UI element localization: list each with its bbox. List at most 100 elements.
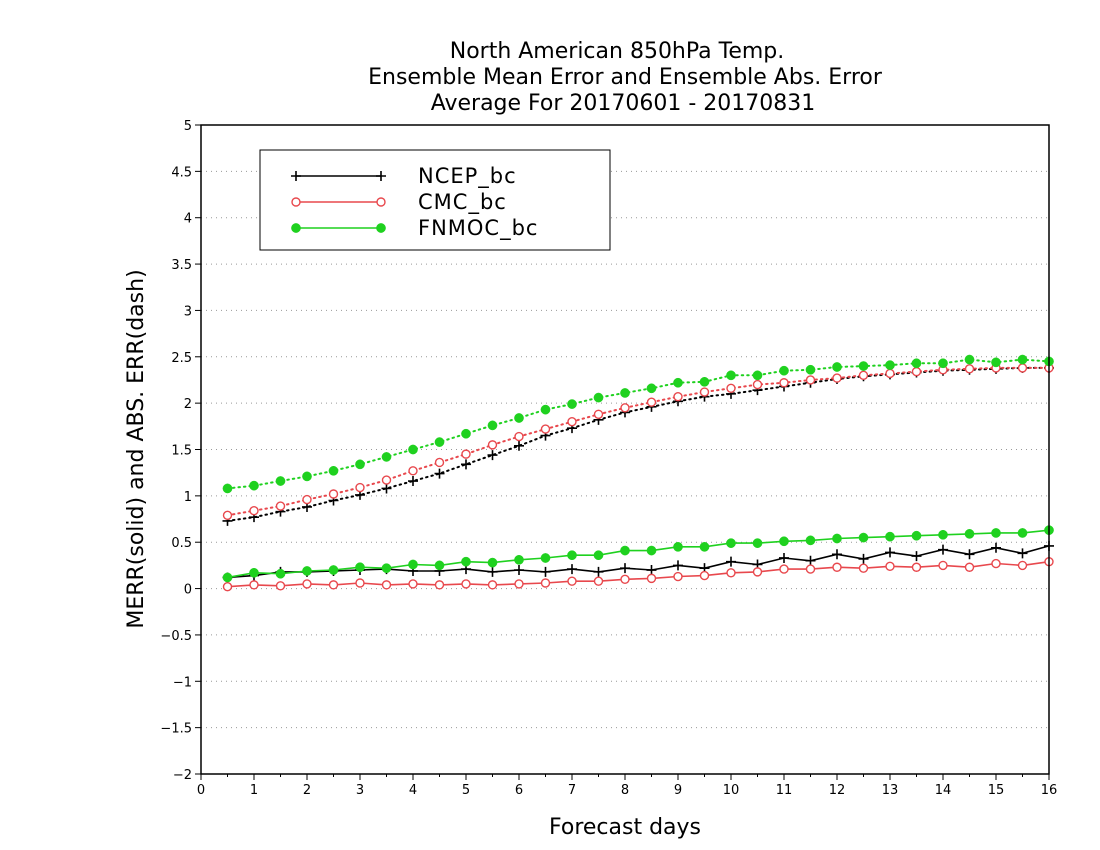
- data-point: [461, 459, 471, 470]
- series-ncep-bc-merr: [222, 540, 1054, 583]
- data-point: [514, 579, 524, 589]
- data-point: [593, 392, 604, 403]
- data-point: [434, 580, 445, 590]
- data-point: [885, 531, 895, 542]
- x-tick-label: 6: [515, 783, 523, 798]
- data-point: [540, 553, 551, 563]
- data-point: [328, 580, 339, 590]
- data-point: [222, 510, 233, 521]
- data-point: [699, 570, 710, 581]
- data-point: [832, 533, 842, 544]
- y-tick-label: −1: [173, 675, 192, 690]
- y-tick-label: −2: [173, 768, 192, 783]
- data-point: [620, 545, 630, 556]
- data-point: [408, 444, 418, 455]
- y-tick-label: 1: [184, 490, 192, 505]
- data-point: [832, 562, 842, 572]
- legend-item-cmc-bc: CMC_bc: [291, 190, 506, 215]
- data-point: [885, 360, 895, 370]
- data-point: [567, 564, 577, 575]
- data-point: [222, 582, 233, 592]
- data-point: [646, 383, 657, 394]
- data-point: [858, 370, 869, 381]
- data-point: [620, 403, 630, 413]
- x-tick-label: 1: [250, 783, 258, 798]
- data-point: [514, 554, 524, 565]
- data-point: [938, 560, 948, 571]
- data-point: [567, 550, 577, 561]
- data-point: [302, 494, 312, 505]
- y-tick-label: 4: [184, 212, 192, 227]
- data-point: [567, 399, 577, 409]
- series-fnmoc-bc-abs-err: [222, 354, 1054, 494]
- data-point: [620, 388, 630, 398]
- data-point: [885, 547, 895, 558]
- data-point: [1017, 560, 1028, 571]
- data-point: [673, 542, 683, 552]
- data-point: [964, 549, 975, 560]
- data-point: [540, 404, 551, 415]
- x-tick-label: 15: [988, 783, 1005, 798]
- grid-lines: [201, 170, 1049, 729]
- y-tick-label: 3.5: [171, 258, 192, 273]
- x-tick-label: 3: [356, 783, 364, 798]
- chart-title-line-3: Average For 20170601 - 20170831: [431, 91, 816, 116]
- data-point: [302, 566, 312, 576]
- data-point: [646, 545, 657, 556]
- data-point: [461, 428, 471, 439]
- data-point: [381, 580, 392, 590]
- data-point: [434, 457, 445, 468]
- series-fnmoc-bc-merr: [222, 525, 1054, 583]
- x-tick-label: 12: [829, 783, 846, 798]
- data-point: [752, 567, 763, 577]
- data-point: [355, 578, 365, 588]
- data-point: [858, 563, 869, 573]
- data-point: [540, 578, 551, 588]
- legend-marker: [376, 223, 386, 233]
- data-point: [673, 571, 683, 582]
- data-point: [461, 556, 471, 567]
- y-tick-label: 5: [184, 119, 192, 134]
- data-point: [434, 437, 445, 447]
- data-point: [381, 483, 392, 494]
- data-point: [752, 538, 763, 548]
- data-point: [408, 559, 418, 570]
- data-point: [938, 358, 948, 369]
- data-point: [938, 544, 948, 555]
- data-point: [593, 576, 604, 586]
- data-point: [328, 465, 339, 476]
- data-point: [858, 361, 869, 371]
- data-point: [938, 529, 948, 540]
- data-point: [911, 358, 922, 369]
- series-cmc-bc-merr: [222, 556, 1054, 592]
- data-point: [487, 440, 498, 450]
- plot-series: [222, 354, 1054, 592]
- legend-marker: [376, 171, 386, 181]
- data-point: [249, 567, 259, 578]
- data-point: [646, 397, 657, 407]
- x-tick-label: 13: [882, 783, 899, 798]
- data-point: [726, 556, 736, 567]
- x-tick-label: 16: [1041, 783, 1058, 798]
- data-point: [487, 420, 498, 431]
- data-point: [275, 476, 286, 486]
- series-cmc-bc-abs-err: [222, 363, 1054, 521]
- x-tick-label: 10: [723, 783, 740, 798]
- data-point: [593, 409, 604, 419]
- y-tick-label: 4.5: [171, 165, 192, 180]
- series-cmc-bc-abs-err-line: [226, 366, 1050, 517]
- data-point: [832, 549, 842, 560]
- data-point: [249, 505, 259, 516]
- data-point: [302, 579, 312, 589]
- data-point: [567, 576, 577, 586]
- data-point: [355, 562, 365, 573]
- x-tick-label: 11: [776, 783, 793, 798]
- data-point: [487, 450, 498, 461]
- y-tick-label: 1.5: [171, 444, 192, 459]
- data-point: [593, 566, 604, 577]
- data-point: [779, 378, 789, 388]
- data-point: [514, 565, 524, 576]
- legend-label: FNMOC_bc: [418, 216, 538, 241]
- data-point: [1017, 354, 1028, 365]
